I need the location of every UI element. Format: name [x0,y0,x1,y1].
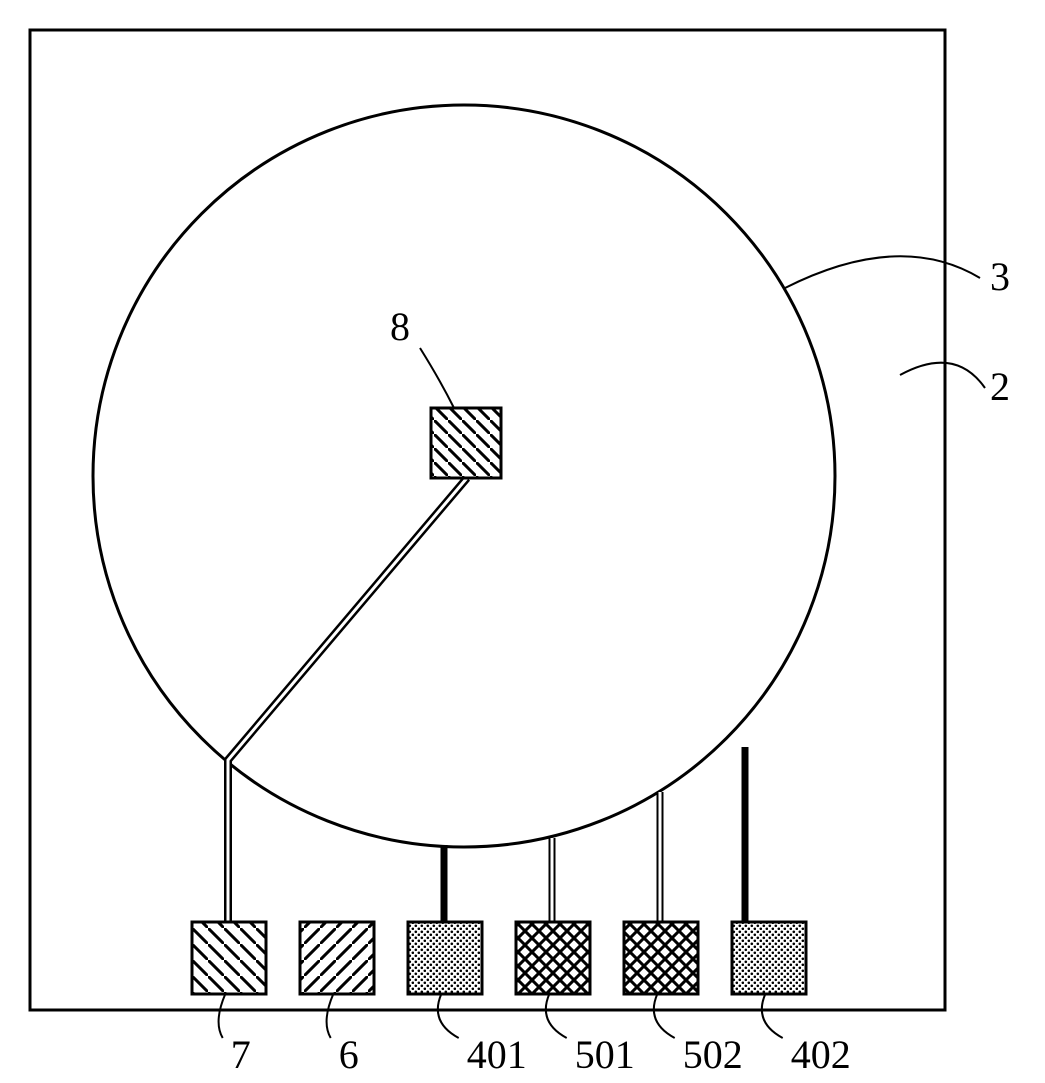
center-lead-outer [228,478,467,922]
diagram-root: 8 3 2 7 6 401 501 502 402 [0,0,1045,1083]
leader-8 [420,348,454,408]
label-7: 7 [231,1032,251,1077]
pad-6 [300,922,374,994]
leader-401 [438,994,459,1038]
label-6: 6 [339,1032,359,1077]
leader-7 [219,994,226,1038]
label-2: 2 [990,364,1010,409]
pad-7 [192,922,266,994]
pad-401 [408,922,482,994]
center-block [431,408,501,478]
pad-502 [624,922,698,994]
label-501: 501 [575,1032,635,1077]
center-lead-inner [228,478,467,922]
leader-402 [762,994,783,1038]
leader-502 [654,994,675,1038]
leader-3 [785,256,980,288]
leader-2 [900,363,985,388]
outer-frame [30,30,945,1010]
leader-6 [327,994,334,1038]
label-502: 502 [683,1032,743,1077]
label-401: 401 [467,1032,527,1077]
pad-402 [732,922,806,994]
pad-501 [516,922,590,994]
label-3: 3 [990,254,1010,299]
label-402: 402 [791,1032,851,1077]
label-8: 8 [390,304,410,349]
leader-501 [546,994,567,1038]
